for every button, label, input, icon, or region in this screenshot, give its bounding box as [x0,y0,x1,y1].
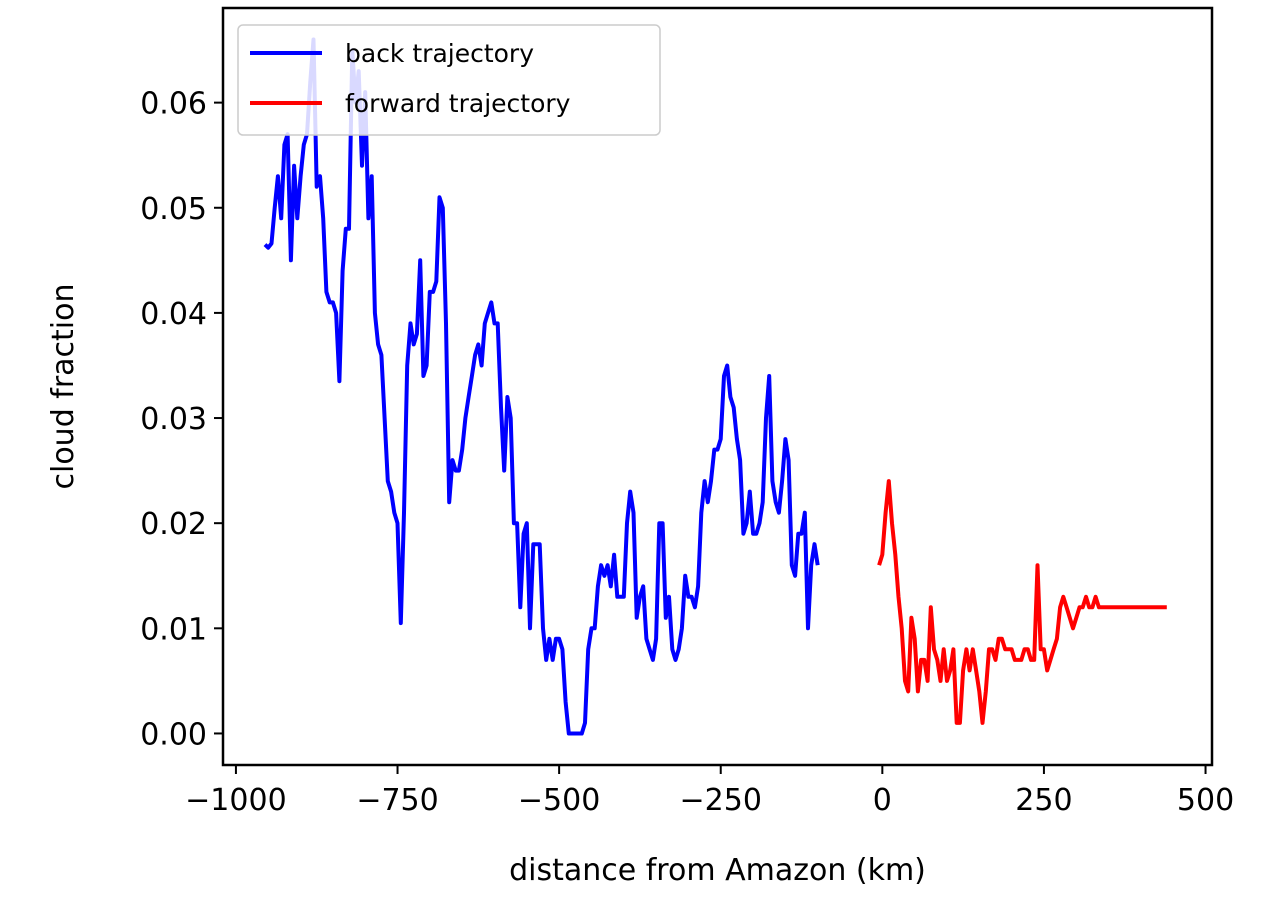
y-tick-label: 0.02 [140,507,207,542]
plot-frame [221,6,1214,767]
x-tick-label: 500 [1177,783,1234,818]
y-tick-label: 0.03 [140,402,207,437]
y-tick-label: 0.06 [140,87,207,122]
x-tick-label: −250 [680,783,762,818]
legend: back trajectory forward trajectory [237,24,661,136]
series-line-forward-trajectory [877,479,1167,725]
x-axis-ticks: −1000 −750 −500 −250 0 250 500 [185,765,1234,818]
x-axis-label: distance from Amazon (km) [509,853,926,888]
y-tick-label: 0.00 [140,717,207,752]
x-tick-label: −500 [518,783,600,818]
legend-label-forward-trajectory: forward trajectory [345,89,571,118]
y-axis-label: cloud fraction [46,283,81,489]
y-tick-label: 0.01 [140,612,207,647]
y-tick-label: 0.04 [140,297,207,332]
y-tick-label: 0.05 [140,192,207,227]
legend-box [237,24,661,136]
series-line-back-trajectory [263,37,820,736]
x-tick-label: −1000 [185,783,286,818]
x-tick-label: −750 [356,783,438,818]
plot-area [263,37,1167,736]
y-axis-ticks: 0.00 0.01 0.02 0.03 0.04 0.05 0.06 [140,87,223,752]
x-tick-label: 0 [873,783,892,818]
x-tick-label: 250 [1015,783,1072,818]
legend-label-back-trajectory: back trajectory [345,39,534,68]
